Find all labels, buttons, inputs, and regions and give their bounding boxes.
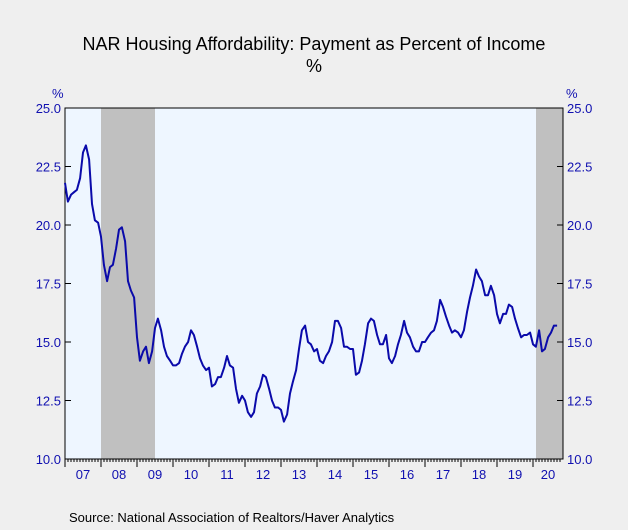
- x-tick-label-09: 09: [148, 467, 162, 482]
- y-tick-label-right-1: 12.5: [567, 394, 592, 409]
- x-tick-label-14: 14: [328, 467, 342, 482]
- y-unit-left: %: [52, 86, 64, 101]
- y-tick-label-left-1: 12.5: [36, 394, 61, 409]
- x-tick-label-15: 15: [364, 467, 378, 482]
- y-tick-label-left-6: 25.0: [36, 101, 61, 116]
- source-note: Source: National Association of Realtors…: [69, 510, 395, 525]
- y-tick-label-right-3: 17.5: [567, 277, 592, 292]
- x-tick-label-18: 18: [472, 467, 486, 482]
- y-tick-label-left-0: 10.0: [36, 452, 61, 467]
- x-tick-label-17: 17: [436, 467, 450, 482]
- y-tick-label-right-4: 20.0: [567, 218, 592, 233]
- x-tick-label-07: 07: [76, 467, 90, 482]
- y-tick-label-right-0: 10.0: [567, 452, 592, 467]
- y-unit-right: %: [566, 86, 578, 101]
- series-line: [64, 144, 558, 423]
- x-tick-label-19: 19: [508, 467, 522, 482]
- y-tick-label-left-3: 17.5: [36, 277, 61, 292]
- x-tick-label-16: 16: [400, 467, 414, 482]
- x-tick-label-10: 10: [184, 467, 198, 482]
- x-tick-label-13: 13: [292, 467, 306, 482]
- y-tick-label-left-4: 20.0: [36, 218, 61, 233]
- y-tick-label-right-6: 25.0: [567, 101, 592, 116]
- x-tick-label-08: 08: [112, 467, 126, 482]
- y-tick-label-right-2: 15.0: [567, 335, 592, 350]
- y-tick-label-right-5: 22.5: [567, 160, 592, 175]
- chart-title: NAR Housing Affordability: Payment as Pe…: [82, 34, 546, 54]
- y-tick-label-left-2: 15.0: [36, 335, 61, 350]
- y-tick-label-left-5: 22.5: [36, 160, 61, 175]
- x-tick-label-11: 11: [220, 467, 234, 482]
- x-tick-label-20: 20: [541, 467, 555, 482]
- x-tick-label-12: 12: [256, 467, 270, 482]
- chart-subtitle: %: [305, 56, 322, 76]
